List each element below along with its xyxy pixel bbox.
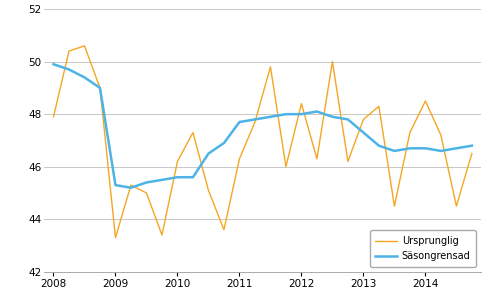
Ursprunglig — [206, 188, 212, 192]
Ursprunglig — [268, 65, 273, 69]
Ursprunglig — [438, 133, 444, 137]
Säsongrensad — [407, 146, 413, 150]
Ursprunglig — [407, 131, 413, 134]
Ursprunglig — [391, 204, 397, 208]
Säsongrensad — [376, 144, 382, 147]
Line: Ursprunglig: Ursprunglig — [54, 46, 472, 238]
Line: Säsongrensad: Säsongrensad — [54, 64, 472, 188]
Säsongrensad — [329, 115, 335, 119]
Ursprunglig — [51, 115, 56, 119]
Säsongrensad — [143, 181, 149, 184]
Ursprunglig — [454, 204, 460, 208]
Säsongrensad — [206, 152, 212, 155]
Säsongrensad — [299, 112, 304, 116]
Säsongrensad — [190, 175, 196, 179]
Ursprunglig — [469, 152, 475, 155]
Ursprunglig — [299, 102, 304, 105]
Säsongrensad — [454, 146, 460, 150]
Ursprunglig — [314, 157, 320, 161]
Säsongrensad — [159, 178, 165, 182]
Säsongrensad — [174, 175, 180, 179]
Ursprunglig — [252, 120, 258, 124]
Ursprunglig — [422, 99, 428, 103]
Ursprunglig — [329, 60, 335, 63]
Säsongrensad — [469, 144, 475, 147]
Legend: Ursprunglig, Säsongrensad: Ursprunglig, Säsongrensad — [370, 230, 476, 267]
Ursprunglig — [345, 160, 351, 163]
Säsongrensad — [391, 149, 397, 153]
Ursprunglig — [376, 104, 382, 108]
Säsongrensad — [252, 117, 258, 121]
Säsongrensad — [237, 120, 243, 124]
Säsongrensad — [360, 131, 366, 134]
Säsongrensad — [268, 115, 273, 119]
Ursprunglig — [159, 233, 165, 237]
Ursprunglig — [174, 160, 180, 163]
Säsongrensad — [112, 183, 118, 187]
Säsongrensad — [66, 68, 72, 71]
Ursprunglig — [143, 191, 149, 195]
Säsongrensad — [314, 110, 320, 113]
Säsongrensad — [283, 112, 289, 116]
Säsongrensad — [345, 117, 351, 121]
Ursprunglig — [283, 165, 289, 169]
Säsongrensad — [128, 186, 134, 190]
Ursprunglig — [112, 236, 118, 239]
Ursprunglig — [237, 157, 243, 161]
Ursprunglig — [190, 131, 196, 134]
Säsongrensad — [422, 146, 428, 150]
Säsongrensad — [438, 149, 444, 153]
Ursprunglig — [66, 49, 72, 53]
Ursprunglig — [360, 117, 366, 121]
Säsongrensad — [51, 63, 56, 66]
Ursprunglig — [97, 86, 103, 90]
Säsongrensad — [82, 76, 87, 79]
Säsongrensad — [221, 141, 227, 145]
Säsongrensad — [97, 86, 103, 90]
Ursprunglig — [128, 183, 134, 187]
Ursprunglig — [82, 44, 87, 48]
Ursprunglig — [221, 228, 227, 232]
